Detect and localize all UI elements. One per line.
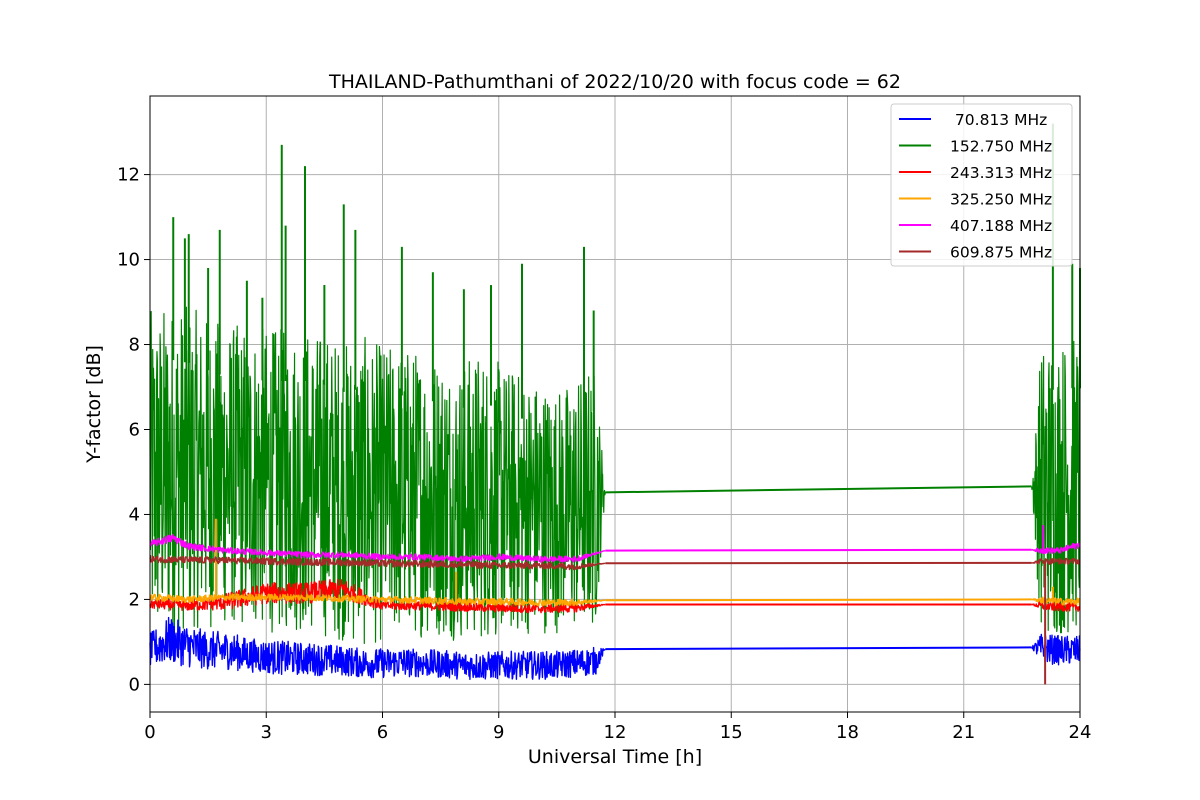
y-tick-label: 10 [117,250,140,271]
y-axis: 0 2 4 6 8 10 12 [117,165,150,695]
x-tick-label: 6 [377,722,388,743]
x-tick-label: 0 [144,722,155,743]
series-4-line [149,533,606,563]
series-3-line [149,593,606,607]
y-tick-label: 0 [129,674,140,695]
series-5-line [149,555,606,571]
legend-label: 152.750 MHz [950,138,1052,156]
y-tick-label: 6 [129,419,140,440]
series-3-line-gap-connector [605,598,1032,602]
y-axis-label: Y-factor [dB] [83,345,105,464]
x-tick-label: 3 [261,722,272,743]
legend-label: 70.813 MHz [950,111,1047,129]
y-tick-label: 2 [129,589,140,610]
y-tick-label: 4 [129,504,140,525]
legend-label: 243.313 MHz [950,164,1052,182]
legend-label: 325.250 MHz [950,191,1052,209]
series-0-line [1031,633,1081,666]
legend-label: 407.188 MHz [950,217,1052,235]
chart-title: THAILAND-Pathumthani of 2022/10/20 with … [328,71,901,93]
legend-label: 609.875 MHz [950,244,1052,262]
series-4-line [1031,542,1081,555]
y-tick-label: 12 [117,165,140,186]
x-tick-label: 9 [493,722,504,743]
series-1-line [1030,340,1081,634]
series-3-line [1031,596,1081,606]
x-tick-label: 12 [604,722,627,743]
legend: 70.813 MHz 152.750 MHz 243.313 MHz 325.250 … [890,103,1073,267]
series-1-line [149,306,606,645]
x-tick-label: 18 [836,722,859,743]
series-2-line [1031,601,1081,612]
series-0-line-gap-connector [605,646,1032,651]
series-5-line [1031,557,1081,565]
legend-box [890,103,1073,267]
series-0-line [149,616,606,681]
x-tick-label: 24 [1069,722,1092,743]
x-tick-label: 15 [720,722,743,743]
series-4-line-gap-connector [605,548,1032,552]
y-tick-label: 8 [129,335,140,356]
x-axis: 0 3 6 9 12 15 18 21 24 [144,712,1091,743]
x-tick-label: 21 [952,722,975,743]
series-1-line-gap-connector [605,485,1032,494]
x-axis-label: Universal Time [h] [528,746,702,768]
